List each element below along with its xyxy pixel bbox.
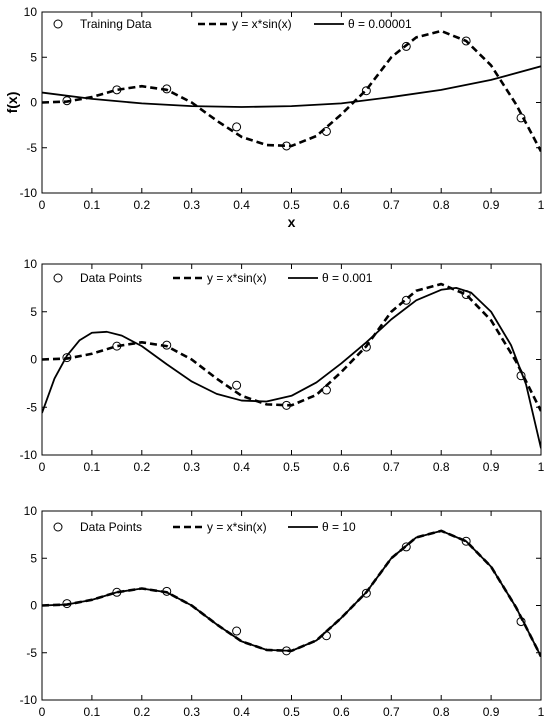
- y-tick-label: -5: [26, 141, 37, 155]
- legend-entry-label: Data Points: [80, 271, 142, 285]
- x-tick-label: 0.8: [433, 460, 450, 474]
- y-tick-label: -10: [20, 693, 38, 707]
- data-point-marker: [62, 96, 72, 106]
- x-tick-label: 0.6: [333, 705, 350, 719]
- series-line-model: [42, 529, 541, 657]
- legend-entry-label: Data Points: [80, 520, 142, 534]
- x-axis-label: x: [288, 214, 296, 230]
- data-point-marker: [401, 295, 411, 305]
- y-tick-label: 0: [30, 599, 37, 613]
- legend-marker-symbol: [53, 522, 63, 532]
- y-axis-label: f(x): [4, 92, 20, 114]
- series-group: [42, 529, 541, 658]
- y-tick-label: 5: [30, 50, 37, 64]
- legend-entry-label: y = x*sin(x): [207, 271, 267, 285]
- y-tick-label: 10: [24, 5, 38, 19]
- x-tick-label: 0.9: [483, 460, 500, 474]
- x-tick-label: 0.6: [333, 198, 350, 212]
- x-tick-label: 0.8: [433, 705, 450, 719]
- x-tick-label: 0.4: [233, 705, 250, 719]
- legend-entry-label: Training Data: [80, 17, 152, 31]
- legend-marker-symbol: [53, 19, 63, 29]
- legend-marker-symbol: [53, 273, 63, 283]
- x-tick-label: 0.5: [283, 460, 300, 474]
- series-group: [42, 29, 541, 152]
- legend-entry-label: y = x*sin(x): [232, 17, 292, 31]
- legend: Data Points y = x*sin(x) θ = 0.001: [53, 271, 373, 285]
- legend-entry-label: θ = 0.00001: [348, 17, 412, 31]
- data-point-marker: [232, 626, 242, 636]
- plot-frame: [41, 510, 542, 701]
- x-tick-label: 0.2: [133, 198, 150, 212]
- legend-entry-label: θ = 10: [322, 520, 356, 534]
- plot-frame: [41, 11, 542, 194]
- y-tick-label: 0: [30, 353, 37, 367]
- x-tick-label: 0.6: [333, 460, 350, 474]
- chart-panel-3: 0 0.1 0.2 0.3 0.4 0.5 0.6 0.7 0.8 0.9 1 -10 -5 0 5 10 Da…: [20, 504, 545, 719]
- x-tick-label: 0.2: [133, 705, 150, 719]
- x-tick-label: 0.7: [383, 198, 400, 212]
- data-point-marker: [232, 122, 242, 132]
- y-tick-label: 0: [30, 96, 37, 110]
- data-point-marker: [62, 353, 72, 363]
- data-point-marker: [461, 36, 471, 46]
- x-tick-label: 0.1: [84, 198, 101, 212]
- series-line-true-function: [42, 29, 541, 152]
- x-tick-label: 0.5: [283, 198, 300, 212]
- plot-frame: [41, 263, 542, 456]
- y-tick-label: 5: [30, 551, 37, 565]
- data-point-marker: [361, 86, 371, 96]
- y-tick-label: -10: [20, 186, 38, 200]
- legend: Data Points y = x*sin(x) θ = 10: [53, 520, 356, 534]
- x-tick-label: 0.3: [183, 705, 200, 719]
- x-tick-label: 0: [39, 705, 46, 719]
- legend-entry-label: θ = 0.001: [322, 271, 373, 285]
- chart-panel-1: 0 0.1 0.2 0.3 0.4 0.5 0.6 0.7 0.8 0.9 1 -10 -5 0 5 10 x f…: [4, 5, 545, 230]
- y-tick-label: 5: [30, 305, 37, 319]
- y-tick-label: 10: [24, 504, 38, 518]
- x-tick-label: 0.8: [433, 198, 450, 212]
- series-line-true-function: [42, 282, 541, 412]
- x-tick-label: 0.9: [483, 705, 500, 719]
- x-tick-label: 0.7: [383, 460, 400, 474]
- data-point-marker: [401, 542, 411, 552]
- x-tick-label: 1: [538, 705, 545, 719]
- x-tick-label: 0.1: [84, 460, 101, 474]
- x-tick-label: 0.4: [233, 198, 250, 212]
- x-tick-label: 0.3: [183, 198, 200, 212]
- data-point-marker: [232, 380, 242, 390]
- x-tick-label: 0.5: [283, 705, 300, 719]
- series-group: [42, 282, 541, 449]
- data-point-marker: [461, 536, 471, 546]
- series-line-model: [42, 65, 541, 108]
- x-tick-label: 0.9: [483, 198, 500, 212]
- x-tick-label: 0: [39, 198, 46, 212]
- data-point-marker: [401, 41, 411, 51]
- x-tick-label: 0: [39, 460, 46, 474]
- x-tick-label: 0.2: [133, 460, 150, 474]
- legend: Training Data y = x*sin(x) θ = 0.00001: [53, 17, 412, 31]
- y-tick-label: -5: [26, 646, 37, 660]
- y-tick-label: 10: [24, 257, 38, 271]
- series-line-model: [42, 286, 541, 449]
- x-tick-label: 0.3: [183, 460, 200, 474]
- x-tick-label: 0.4: [233, 460, 250, 474]
- data-point-marker: [361, 588, 371, 598]
- y-tick-label: -10: [20, 448, 38, 462]
- x-tick-label: 0.7: [383, 705, 400, 719]
- legend-entry-label: y = x*sin(x): [207, 520, 267, 534]
- y-tick-label: -5: [26, 400, 37, 414]
- x-tick-label: 1: [538, 198, 545, 212]
- x-tick-label: 0.1: [84, 705, 101, 719]
- chart-panel-2: 0 0.1 0.2 0.3 0.4 0.5 0.6 0.7 0.8 0.9 1 -10 -5 0 5 10 Da…: [20, 257, 545, 474]
- x-tick-label: 1: [538, 460, 545, 474]
